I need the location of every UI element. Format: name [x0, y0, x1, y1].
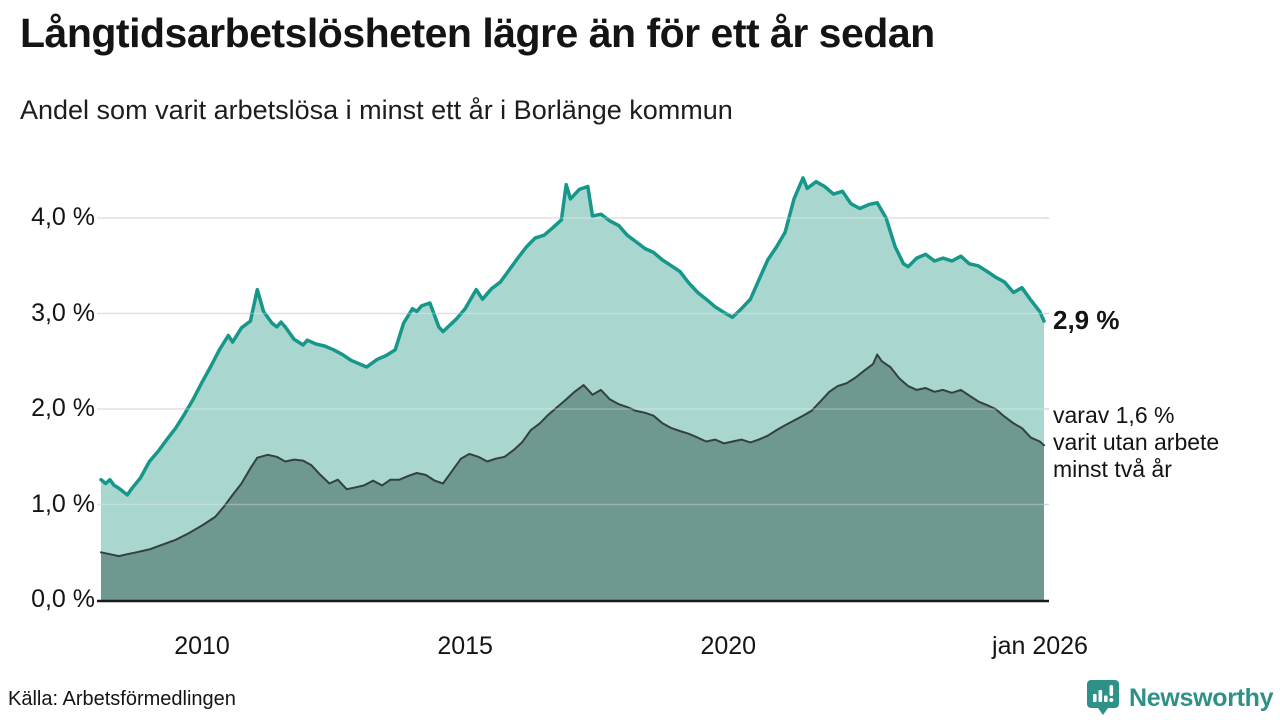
- x-axis-tick-label: jan 2026: [992, 632, 1088, 660]
- annotation-line: varit utan arbete: [1053, 429, 1220, 455]
- annotation-line: varav 1,6 %: [1053, 402, 1175, 428]
- end-value-annotation: 2,9 %: [1053, 305, 1120, 335]
- x-axis-tick-label: 2010: [174, 632, 230, 660]
- x-axis-tick-label: 2015: [437, 632, 493, 660]
- y-axis-tick-label: 3,0 %: [31, 298, 95, 327]
- series-line: [99, 176, 1046, 497]
- brand-name: Newsworthy: [1129, 683, 1274, 712]
- series-area: [101, 354, 1044, 600]
- x-axis-tick-label: 2020: [700, 632, 757, 660]
- y-axis-tick-label: 0,0 %: [31, 585, 95, 613]
- newsworthy-logo: Newsworthy: [1086, 679, 1274, 717]
- secondary-annotation: varav 1,6 % varit utan arbete minst två …: [1053, 402, 1219, 483]
- y-axis-tick-label: 4,0 %: [31, 203, 95, 231]
- newsworthy-pin-barchart-icon: [1087, 680, 1119, 715]
- annotation-line: minst två år: [1053, 456, 1172, 482]
- page-subtitle: Andel som varit arbetslösa i minst ett å…: [20, 95, 733, 125]
- y-axis-tick-label: 1,0 %: [31, 489, 95, 518]
- source-note: Källa: Arbetsförmedlingen: [8, 688, 236, 710]
- series-line: [100, 353, 1045, 558]
- y-axis-tick-label: 2,0 %: [31, 394, 95, 422]
- page-title: Långtidsarbetslösheten lägre än för ett …: [20, 10, 935, 56]
